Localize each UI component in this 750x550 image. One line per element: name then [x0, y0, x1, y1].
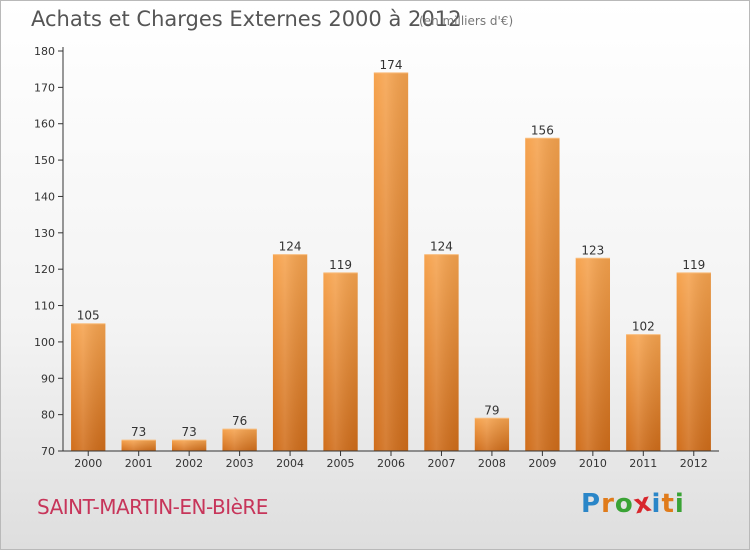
- x-tick-label: 2007: [427, 457, 455, 470]
- x-tick-label: 2011: [629, 457, 657, 470]
- logo-letter: t: [661, 489, 675, 519]
- x-tick-label: 2012: [680, 457, 708, 470]
- logo-letter: P: [581, 489, 602, 519]
- y-tick-label: 160: [34, 118, 55, 131]
- bar-shine: [121, 440, 156, 451]
- bar-shine: [373, 72, 409, 452]
- bar-shine: [222, 429, 257, 451]
- bar-shine: [71, 323, 106, 451]
- data-label: 76: [232, 414, 247, 428]
- data-label: 79: [484, 403, 499, 417]
- bar-shine: [474, 418, 510, 451]
- chart-title: Achats et Charges Externes 2000 à 2012: [31, 7, 462, 31]
- logo-letter: i: [674, 489, 685, 519]
- y-tick-label: 140: [34, 190, 55, 203]
- x-tick-label: 2004: [276, 457, 304, 470]
- y-tick-label: 150: [34, 154, 55, 167]
- bar-shine: [525, 138, 560, 452]
- data-label: 174: [380, 58, 403, 72]
- data-label: 119: [682, 258, 705, 272]
- x-tick-label: 2006: [377, 457, 405, 470]
- data-label: 124: [430, 240, 453, 254]
- logo-letter: r: [601, 489, 615, 519]
- data-label: 73: [182, 425, 197, 439]
- x-tick-label: 2008: [478, 457, 506, 470]
- x-tick-label: 2000: [74, 457, 102, 470]
- y-tick-label: 90: [41, 372, 55, 385]
- data-label: 73: [131, 425, 146, 439]
- bar-shine: [676, 272, 711, 451]
- y-tick-label: 180: [34, 45, 55, 58]
- logo-letter: o: [614, 489, 634, 519]
- x-tick-label: 2002: [175, 457, 203, 470]
- bar-shine: [575, 258, 611, 451]
- x-tick-label: 2001: [125, 457, 153, 470]
- y-tick-label: 130: [34, 227, 55, 240]
- y-tick-label: 120: [34, 263, 55, 276]
- data-label: 156: [531, 123, 554, 137]
- bar-shine: [171, 440, 207, 451]
- x-tick-label: 2010: [579, 457, 607, 470]
- y-tick-label: 80: [41, 409, 55, 422]
- chart-subtitle: (en milliers d'€): [419, 14, 514, 28]
- y-tick-label: 110: [34, 300, 55, 313]
- y-tick-label: 100: [34, 336, 55, 349]
- data-label: 105: [77, 309, 100, 323]
- bar-shine: [323, 272, 358, 451]
- commune-name: SAINT-MARTIN-EN-BIèRE: [37, 495, 268, 519]
- y-tick-label: 70: [41, 445, 55, 458]
- bar-shine: [626, 334, 661, 451]
- logo-letter: i: [651, 489, 662, 519]
- x-tick-label: 2003: [226, 457, 254, 470]
- data-label: 124: [279, 240, 302, 254]
- data-label: 119: [329, 258, 352, 272]
- proxiti-logo: Proxiti: [581, 487, 685, 520]
- bar-shine: [424, 254, 459, 451]
- data-label: 123: [581, 243, 604, 257]
- bar-shine: [272, 254, 308, 451]
- x-tick-label: 2005: [327, 457, 355, 470]
- x-tick-label: 2009: [528, 457, 556, 470]
- data-label: 102: [632, 320, 655, 334]
- y-tick-label: 170: [34, 81, 55, 94]
